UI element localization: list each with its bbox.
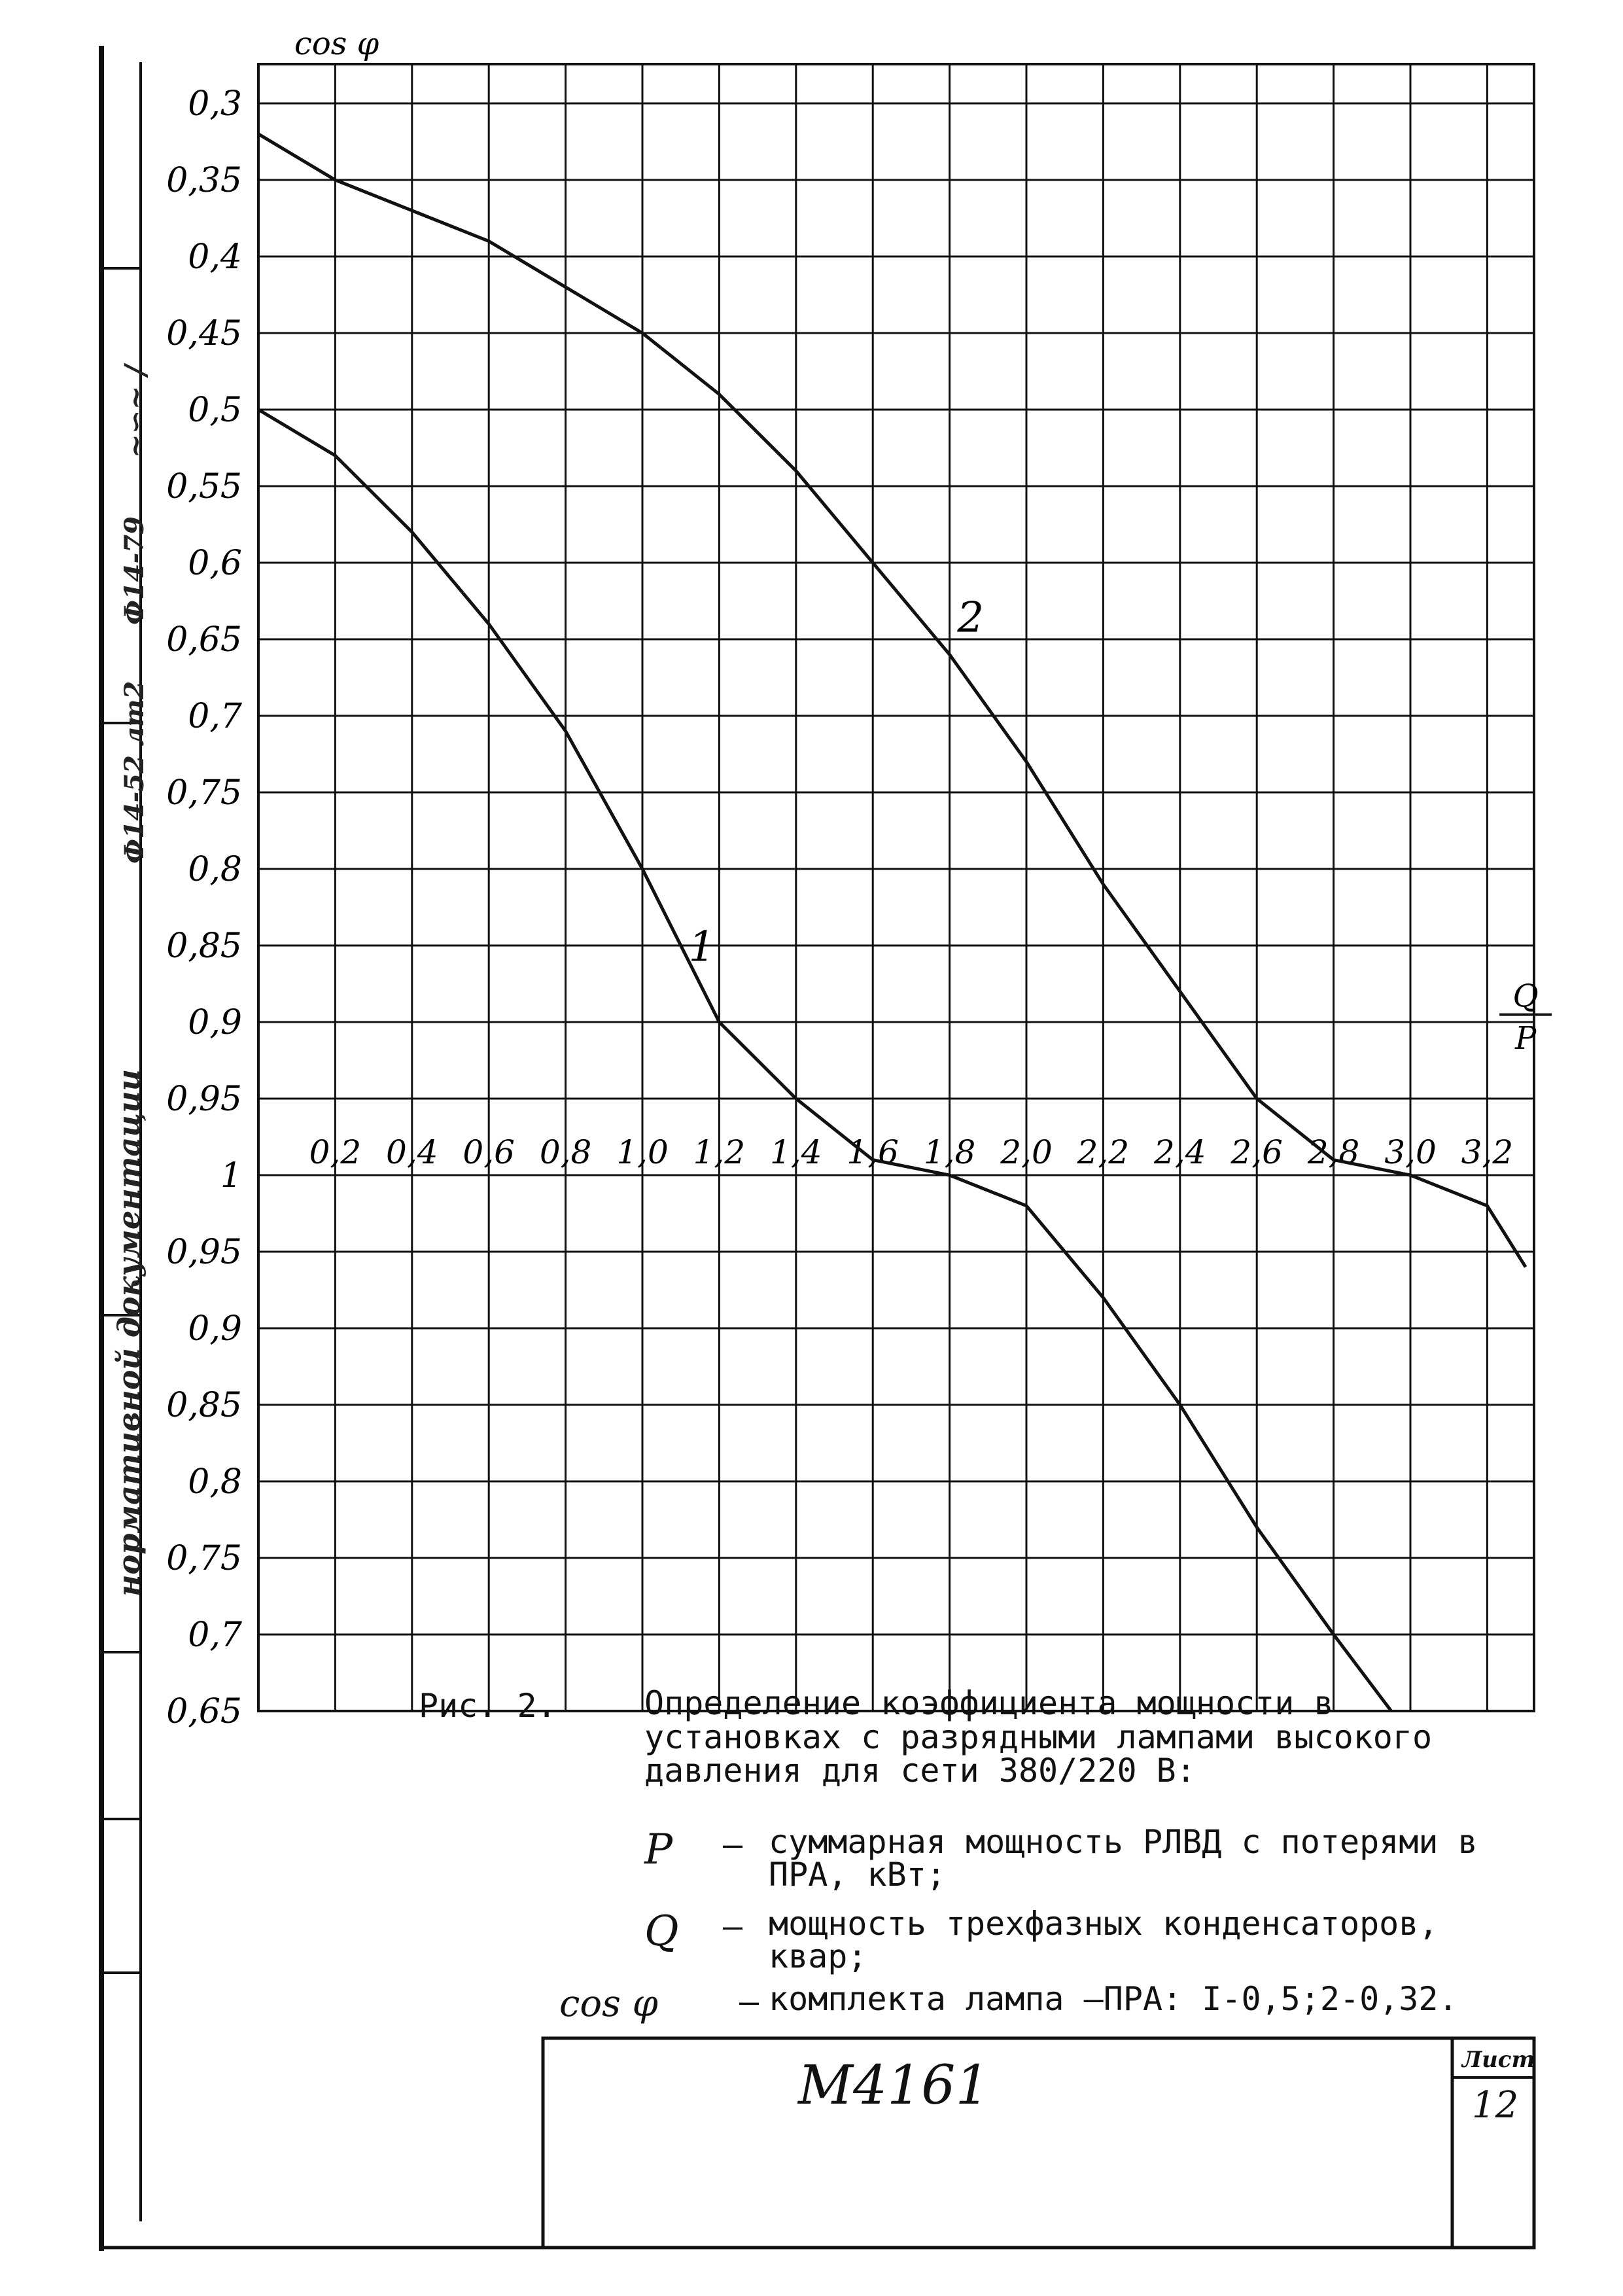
x-tick-label: 0,4 [386, 1133, 438, 1171]
figure-caption: Определение коэффициента мощности в уста… [644, 1684, 1433, 1790]
y-tick-label: 0,8 [188, 850, 242, 889]
x-tick-label: 1,8 [924, 1133, 976, 1171]
document-code: М4161 [798, 2055, 990, 2117]
x-tick-label: 0,6 [462, 1133, 515, 1171]
title-block [541, 2036, 1536, 2250]
sheet-number: 12 [1472, 2084, 1519, 2127]
y-axis-label: cos φ [294, 26, 379, 62]
y-tick-label: 1 [220, 1156, 242, 1195]
series-label-1: 1 [688, 923, 715, 971]
y-tick-label: 0,75 [166, 1539, 242, 1578]
plot-border [257, 63, 1535, 1712]
x-tick-label: 2,2 [1077, 1133, 1130, 1171]
legend-dash: – [723, 1907, 743, 1945]
x-axis-label-denominator: P [1514, 1020, 1537, 1057]
sheet-label: Лист [1462, 2047, 1535, 2073]
x-tick-label: 2,4 [1153, 1133, 1206, 1171]
chart-labels: cos φ QP 1 2 [294, 26, 1552, 1057]
x-tick-label: 3,0 [1384, 1133, 1437, 1171]
series-line-2 [257, 132, 1527, 1268]
margin-stamp-form2: Ф14-79 [119, 516, 150, 625]
legend-description: суммарная мощность РЛВД с потерями в ПРА… [769, 1823, 1478, 1894]
legend-symbol: cos φ [559, 1983, 658, 2025]
x-tick-labels: 0,2 0,4 0,6 0,8 1,0 1,2 1,4 1,6 1,8 2,0 2,2 2,4 2,6 2… [309, 1133, 1514, 1171]
legend-description: мощность трехфазных конденсаторов, квар; [769, 1905, 1439, 1975]
margin-stamp-docs: нормативной документации [111, 1069, 147, 1597]
y-tick-label: 0,7 [188, 1616, 243, 1655]
chart-series [257, 132, 1527, 1712]
x-tick-label: 1,2 [693, 1133, 746, 1171]
x-tick-label: 1,0 [616, 1133, 669, 1171]
y-tick-label: 0,9 [188, 1309, 242, 1349]
y-tick-label: 0,5 [188, 391, 242, 430]
y-tick-label: 0,85 [166, 1386, 242, 1425]
legend-dash: – [723, 1826, 743, 1863]
y-tick-label: 0,45 [166, 314, 242, 353]
x-tick-label: 2,8 [1307, 1133, 1360, 1171]
margin-stamp-form1: Ф14-52 лт2 [119, 680, 150, 864]
y-tick-label: 0,7 [188, 697, 243, 736]
x-tick-label: 2,6 [1230, 1133, 1283, 1171]
legend-dash: – [739, 1983, 759, 2021]
chart-grid [257, 63, 1535, 1712]
y-tick-label: 0,85 [166, 927, 242, 966]
figure-label: Рис. 2. [419, 1687, 557, 1725]
x-axis-label-numerator: Q [1512, 978, 1538, 1015]
y-tick-label: 0,65 [166, 1692, 242, 1731]
y-tick-label: 0,9 [188, 1003, 242, 1042]
y-tick-label: 0,3 [188, 84, 242, 124]
y-tick-label: 0,6 [188, 544, 242, 583]
series-label-2: 2 [956, 593, 984, 642]
legend-symbol: P [644, 1826, 673, 1874]
y-tick-label: 0,65 [166, 620, 242, 660]
x-tick-label: 0,8 [540, 1133, 592, 1171]
x-tick-label: 0,2 [309, 1133, 362, 1171]
legend-description: комплекта лампа –ПРА: I-0,5;2-0,32. [769, 1980, 1458, 2018]
y-tick-label: 0,8 [188, 1462, 242, 1502]
x-tick-label: 2,0 [1000, 1133, 1053, 1171]
x-tick-label: 1,6 [846, 1133, 899, 1171]
y-tick-label: 0,35 [166, 161, 242, 200]
page-frame [99, 46, 1536, 2251]
y-tick-label: 0,55 [166, 467, 242, 506]
y-tick-label: 0,4 [188, 238, 242, 277]
y-tick-labels: 0,3 0,35 0,4 0,45 0,5 0,55 0,6 0,65 0,7 0,75 0,8 0,… [166, 84, 243, 1731]
y-tick-label: 0,75 [166, 773, 242, 813]
legend-symbol: Q [644, 1907, 679, 1956]
x-tick-label: 3,2 [1461, 1133, 1514, 1171]
signature-icon: ~∽~ / [119, 365, 152, 458]
series-line-1 [257, 408, 1393, 1712]
y-tick-label: 0,95 [166, 1080, 242, 1119]
y-tick-label: 0,95 [166, 1233, 242, 1272]
x-tick-label: 1,4 [770, 1133, 822, 1171]
